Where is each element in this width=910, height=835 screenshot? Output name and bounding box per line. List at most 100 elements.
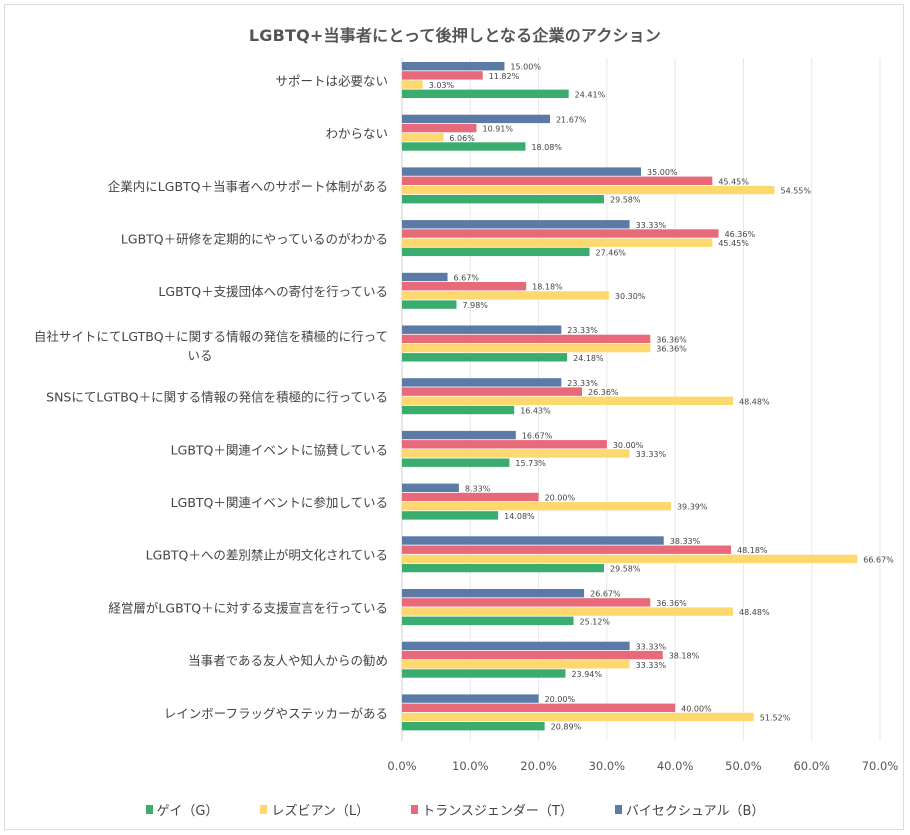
data-label: 14.08% [504,512,535,521]
bar [402,660,630,669]
bar [402,483,459,492]
bar [402,62,505,71]
data-label: 48.18% [737,546,768,555]
bar [402,238,713,247]
data-label: 3.03% [429,81,455,90]
x-tick-label: 20.0% [520,759,557,773]
data-label: 18.08% [531,143,562,152]
bar [402,722,545,731]
bar [402,554,858,564]
bar [402,589,585,598]
bar [402,669,566,678]
bar [402,195,604,204]
legend-item-transgender[interactable]: トランスジェンダー（T） [411,800,573,819]
bar [402,536,664,545]
data-label: 15.00% [510,63,541,72]
chart-frame [4,4,904,830]
category-label: 自社サイトにてLGTBQ＋に関する情報の発信を積極的に行っている [34,329,388,363]
data-label: 51.52% [760,714,791,723]
data-label: 6.67% [454,274,480,283]
data-label: 45.45% [718,239,749,248]
data-label: 54.55% [780,187,811,196]
bar [402,449,630,458]
data-label: 48.48% [739,608,770,617]
category-label: レインボーフラッグやステッカーがある [164,706,388,721]
bar [402,703,676,712]
data-label: 33.33% [636,661,667,670]
data-label: 33.33% [636,642,667,651]
bar [402,272,448,282]
bar [402,598,651,607]
data-label: 6.06% [449,134,475,143]
legend-swatch-bisexual [614,805,622,814]
data-label: 45.45% [718,177,749,186]
data-label: 21.67% [556,115,587,124]
category-label: 経営層がLGBTQ＋に対する支援宣言を行っている [108,600,388,615]
category-label: LGBTQ＋研修を定期的にやっているのがわかる [121,232,388,247]
bar [402,387,583,396]
data-label: 26.67% [590,590,621,599]
category-label: LGBTQ＋への差別禁止が明文化されている [146,548,388,563]
data-label: 40.00% [681,704,712,713]
category-label: LGBTQ＋関連イベントに協賛している [171,442,388,457]
x-tick-label: 30.0% [589,759,626,773]
bar [402,291,609,300]
data-label: 18.18% [532,283,563,292]
data-label: 11.82% [489,72,520,81]
x-tick-label: 60.0% [793,759,830,773]
data-label: 20.00% [545,494,576,503]
data-label: 23.94% [571,670,602,679]
legend-swatch-gay [145,805,153,814]
bar [402,343,651,353]
data-label: 27.46% [596,248,627,257]
legend-item-bisexual[interactable]: バイセクシュアル（B） [614,800,765,819]
data-label: 33.33% [636,450,667,459]
data-label: 39.39% [677,503,708,512]
data-label: 23.33% [567,326,598,335]
data-label: 20.00% [545,695,576,704]
bar [402,80,423,89]
bar [402,607,734,616]
category-label: わからない [325,126,388,141]
data-label: 36.36% [656,335,687,344]
bar [402,176,713,185]
x-tick-label: 70.0% [862,759,899,773]
bar [402,300,457,309]
category-label: 当事者である友人や知人からの勧め [188,653,388,668]
data-label: 46.36% [725,230,756,239]
bar [402,563,604,573]
legend-label: トランスジェンダー（T） [422,804,573,819]
bar [402,114,550,124]
bar [402,492,539,502]
data-label: 36.36% [656,345,687,354]
legend-swatch-transgender [411,805,419,814]
x-tick-label: 50.0% [725,759,762,773]
category-label: サポートは必要ない [275,73,388,88]
bar [402,396,734,405]
legend-swatch-lesbian [260,805,268,814]
data-label: 8.33% [465,484,491,493]
category-label: LGBTQ＋関連イベントに参加している [171,495,388,510]
category-label: SNSにてLGTBQ＋に関する情報の発信を積極的に行っている [46,390,388,405]
bar [402,167,641,176]
bar [402,650,663,660]
category-label: LGBTQ＋支援団体への寄付を行っている [158,284,388,299]
data-label: 29.58% [610,565,641,574]
bar [402,353,568,362]
bar [402,282,527,291]
data-label: 16.67% [522,432,553,441]
category-label: 企業内にLGBTQ＋当事者へのサポート体制がある [108,179,388,194]
bar [402,325,562,334]
bar [402,185,775,195]
data-label: 16.43% [520,407,551,416]
data-label: 35.00% [647,168,678,177]
bar [402,133,444,142]
bar [402,458,510,467]
legend-item-gay[interactable]: ゲイ（G） [145,800,218,819]
legend-label: バイセクシュアル（B） [625,804,765,819]
bar [402,123,477,133]
bar [402,334,651,344]
legend-item-lesbian[interactable]: レズビアン（L） [260,800,369,819]
bar [402,247,590,257]
data-label: 66.67% [863,555,894,564]
